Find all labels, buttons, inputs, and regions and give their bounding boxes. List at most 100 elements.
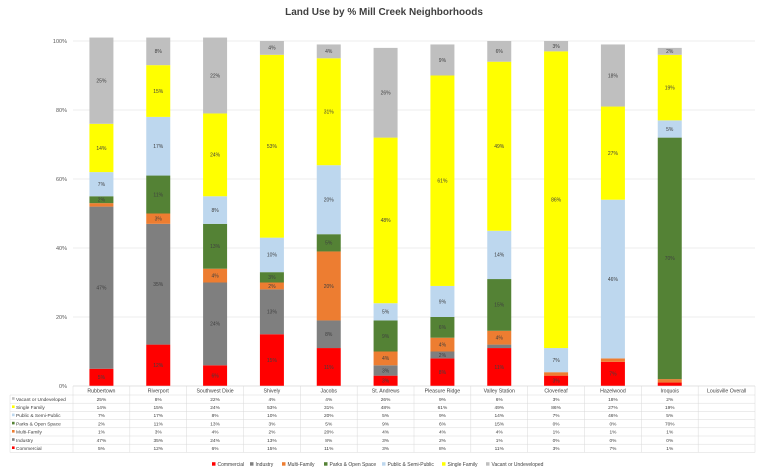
bar-data-label: 8%	[439, 370, 447, 376]
bar-segment-public-semi-public: Public & Semi-Public: 5%	[657, 120, 682, 138]
bar-segment-single-family: Single Family: 48%	[373, 137, 398, 304]
table-cell: 3%	[553, 397, 561, 403]
bar-segment-parks-open-space: Parks & Open Space: 15%	[487, 279, 512, 331]
bar-data-label: 8%	[325, 332, 333, 338]
bar-segment-parks-open-space: Parks & Open Space: 5%	[316, 234, 341, 252]
bar-data-label: 19%	[665, 85, 676, 91]
bar-segment-industry: Industry: 1%	[487, 344, 512, 349]
table-cell: 4%	[496, 430, 504, 436]
legend-swatch-public-semi-public	[382, 462, 386, 466]
table-legend-key	[12, 446, 15, 449]
table-cell: 47%	[97, 438, 107, 444]
bar-segment-single-family: Single Family: 19%	[657, 54, 682, 121]
legend: Commercial Industry Multi-Family Parks & Op…	[212, 462, 544, 468]
x-tick-label: Rubbertown	[87, 389, 115, 395]
data-table: Rubbertown Riverport Southwest Dixie Shivel…	[9, 385, 756, 453]
bar-data-label: 15%	[153, 89, 164, 95]
bar-data-label: 35%	[153, 282, 164, 288]
bar-data-label: 18%	[608, 73, 619, 79]
table-cell: 61%	[438, 405, 448, 411]
bar-segment-single-family: Single Family: 31%	[316, 58, 341, 166]
bar-data-label: 86%	[551, 198, 562, 204]
table-cell: 2%	[666, 397, 674, 403]
table-cell: 0%	[666, 438, 674, 444]
table-cell: 6%	[439, 421, 447, 427]
bar-data-label: 2%	[439, 353, 447, 359]
table-cell: 15%	[267, 446, 277, 452]
table-cell: 0%	[553, 421, 561, 427]
table-cell: 7%	[609, 446, 617, 452]
table-cell: 1%	[98, 430, 106, 436]
table-cell: 26%	[381, 397, 391, 403]
bar-segment-vacant-or-undeveloped: Vacant or Undeveloped: 25%	[89, 37, 114, 124]
bar-segment-commercial: Commercial: 6%	[203, 365, 228, 386]
bar-data-label: 11%	[324, 365, 334, 371]
table-row-label: Multi-Family	[16, 430, 42, 436]
bar-segment-multi-family: Multi-Family: 4%	[203, 268, 228, 283]
table-cell: 7%	[553, 413, 561, 419]
bar-data-label: 9%	[439, 299, 447, 305]
table-cell: 31%	[324, 405, 334, 411]
bar-segment-multi-family: Multi-Family: 4%	[430, 337, 455, 352]
bar-data-label: 27%	[608, 151, 619, 157]
bar-segment-single-family: Single Family: 53%	[259, 54, 284, 238]
bar-segment-single-family: Single Family: 15%	[146, 65, 171, 117]
bar-data-label: 20%	[324, 284, 335, 290]
table-cell: 13%	[267, 438, 277, 444]
x-tick-label: Iroquois	[661, 389, 680, 395]
bar-segment-commercial: Commercial: 11%	[316, 348, 341, 386]
y-tick-label: 0%	[59, 384, 67, 390]
y-tick-label: 40%	[56, 246, 67, 252]
bar-data-label: 3%	[155, 216, 163, 222]
bar-segment-commercial: Commercial: 5%	[89, 368, 114, 386]
bar-segment-industry: Industry: 3%	[373, 365, 398, 376]
bar-data-label: 13%	[210, 244, 221, 250]
bar-data-label: 7%	[609, 372, 617, 378]
table-cell: 2%	[98, 421, 106, 427]
bar-data-label: 20%	[324, 198, 335, 204]
bar-data-label: 14%	[96, 146, 107, 152]
table-cell: 3%	[553, 446, 561, 452]
table-cell: 2%	[439, 438, 447, 444]
bar-data-label: 13%	[267, 310, 278, 316]
legend-swatch-single-family	[442, 462, 446, 466]
gridlines	[73, 40, 755, 387]
table-cell: 4%	[439, 430, 447, 436]
bar-segment-industry: Industry: 2%	[430, 351, 455, 359]
bar-data-label: 2%	[268, 284, 276, 290]
bar-segment-vacant-or-undeveloped: Vacant or Undeveloped: 6%	[487, 41, 512, 62]
bar-segment-commercial: Commercial: 7%	[600, 361, 625, 386]
bar-data-label: 7%	[552, 358, 560, 364]
table-cell: 46%	[608, 413, 618, 419]
table-cell: 0%	[609, 438, 617, 444]
table-cell: 1%	[553, 430, 561, 436]
table-cell: 35%	[153, 438, 163, 444]
table-cell: 8%	[212, 413, 220, 419]
table-row-label: Parks & Open Space	[16, 421, 61, 427]
legend-label: Vacant or Undeveloped	[492, 462, 544, 468]
bar-segment-vacant-or-undeveloped: Vacant or Undeveloped: 3%	[544, 41, 569, 52]
bar-data-label: 2%	[666, 49, 674, 55]
bar-data-label: 15%	[267, 358, 278, 364]
y-tick-label: 20%	[56, 315, 67, 321]
bar-segment-commercial: Commercial: 8%	[430, 358, 455, 386]
bar-data-label: 14%	[494, 253, 505, 259]
table-cell: 4%	[268, 397, 276, 403]
table-cell: 25%	[97, 397, 107, 403]
bar-segment-parks-open-space: Parks & Open Space: 2%	[89, 196, 114, 204]
bar-segment-public-semi-public: Public & Semi-Public: 7%	[544, 348, 569, 373]
bar-data-label: 7%	[98, 182, 106, 188]
bar-segment-parks-open-space: Parks & Open Space: 6%	[430, 317, 455, 338]
bar-data-label: 24%	[210, 322, 221, 328]
table-cell: 18%	[608, 397, 618, 403]
legend-label: Multi-Family	[288, 462, 315, 468]
bar-data-label: 3%	[552, 379, 560, 385]
bar-data-label: 3%	[268, 275, 276, 281]
bar-segment-single-family: Single Family: 14%	[89, 123, 114, 173]
legend-label: Public & Semi-Public	[388, 462, 435, 468]
table-cell: 9%	[382, 421, 390, 427]
bar-data-label: 17%	[153, 144, 164, 150]
bar-segment-public-semi-public: Public & Semi-Public: 14%	[487, 230, 512, 280]
bar-segment-multi-family: Multi-Family: 2%	[259, 282, 284, 290]
bar-segment-vacant-or-undeveloped: Vacant or Undeveloped: 4%	[259, 41, 284, 55]
